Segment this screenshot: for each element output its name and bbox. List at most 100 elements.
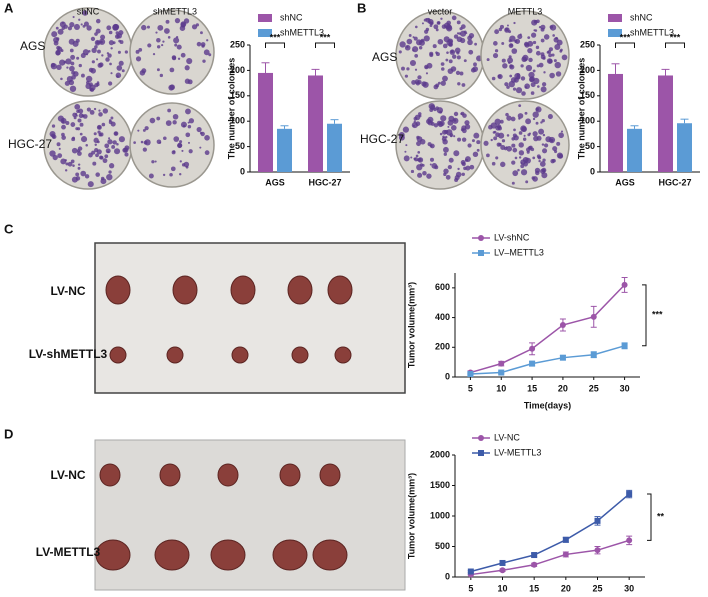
colony — [75, 127, 79, 131]
colony — [92, 161, 97, 166]
colony — [551, 53, 555, 57]
colony — [80, 53, 86, 59]
colony — [509, 43, 513, 47]
colony — [536, 135, 542, 141]
colony — [538, 25, 542, 29]
photo-row-label: HGC-27 — [8, 137, 52, 151]
colony — [82, 24, 86, 28]
tumor-photo — [94, 439, 406, 591]
colony — [181, 149, 184, 152]
x-tick-label: 20 — [558, 383, 568, 393]
colony — [98, 62, 104, 68]
colony — [453, 119, 457, 122]
colony — [443, 168, 449, 174]
colony — [203, 49, 210, 56]
colony — [69, 48, 74, 53]
x-tick-label: 10 — [497, 583, 507, 593]
colony — [139, 70, 146, 76]
bar — [608, 73, 623, 172]
colony — [554, 44, 561, 51]
colony — [429, 163, 432, 166]
colony — [493, 136, 498, 141]
series-line — [470, 345, 625, 375]
colony — [471, 139, 475, 143]
colony — [526, 150, 530, 154]
colony — [445, 58, 449, 62]
y-tick-label: 150 — [230, 90, 245, 100]
colony — [463, 59, 467, 63]
legend-label: LV-NC — [494, 432, 520, 442]
colony — [148, 173, 154, 179]
panel-label: A — [4, 0, 14, 15]
colony — [85, 75, 93, 83]
colony — [67, 161, 73, 167]
colony — [144, 139, 151, 146]
colony — [521, 91, 526, 96]
colony — [509, 64, 515, 70]
colony — [518, 142, 524, 148]
significance-bracket — [315, 42, 335, 48]
colony — [95, 172, 100, 177]
colony — [107, 53, 112, 58]
colony — [535, 121, 539, 125]
colony — [135, 49, 140, 54]
colony — [512, 147, 518, 153]
colony — [152, 53, 156, 56]
tumor-photo — [94, 242, 406, 394]
colony — [74, 104, 81, 110]
colony — [80, 170, 87, 177]
petri-dish — [395, 10, 485, 100]
colony — [494, 118, 501, 125]
colony — [415, 81, 420, 86]
y-tick-label: 0 — [445, 571, 450, 581]
colony — [67, 26, 73, 31]
marker — [467, 568, 474, 575]
colony — [514, 38, 521, 44]
colony — [191, 24, 198, 30]
colony — [135, 56, 142, 62]
colony — [112, 41, 116, 45]
colony — [500, 161, 506, 168]
colony — [406, 67, 410, 71]
marker — [594, 517, 601, 524]
colony — [533, 77, 540, 85]
colony — [138, 47, 143, 52]
colony — [437, 81, 441, 85]
colony — [156, 45, 161, 49]
tumor — [327, 275, 353, 305]
colony — [87, 181, 94, 188]
colony — [450, 66, 457, 72]
colony — [518, 150, 525, 156]
colony — [505, 112, 509, 117]
colony — [416, 164, 423, 171]
colony — [458, 32, 462, 35]
colony — [536, 19, 540, 24]
colony — [99, 132, 104, 137]
marker — [467, 371, 474, 378]
colony — [433, 84, 439, 90]
marker — [621, 342, 628, 349]
colony — [151, 160, 155, 164]
bar — [277, 128, 292, 172]
colony — [442, 135, 445, 139]
colony — [75, 176, 81, 181]
colony — [177, 57, 181, 60]
colony — [470, 67, 476, 73]
colony — [509, 74, 513, 78]
colony — [85, 144, 88, 147]
colony — [77, 166, 81, 170]
legend-marker — [478, 450, 484, 456]
colony — [429, 144, 433, 148]
colony — [417, 157, 422, 162]
colony — [96, 149, 102, 155]
colony — [451, 15, 457, 21]
colony — [535, 50, 541, 56]
colony — [105, 57, 110, 62]
colony — [59, 59, 66, 66]
colony — [96, 124, 102, 130]
x-tick-label: HGC-27 — [308, 177, 341, 187]
marker — [594, 547, 601, 554]
colony — [525, 118, 532, 125]
x-tick-label: 10 — [496, 383, 506, 393]
